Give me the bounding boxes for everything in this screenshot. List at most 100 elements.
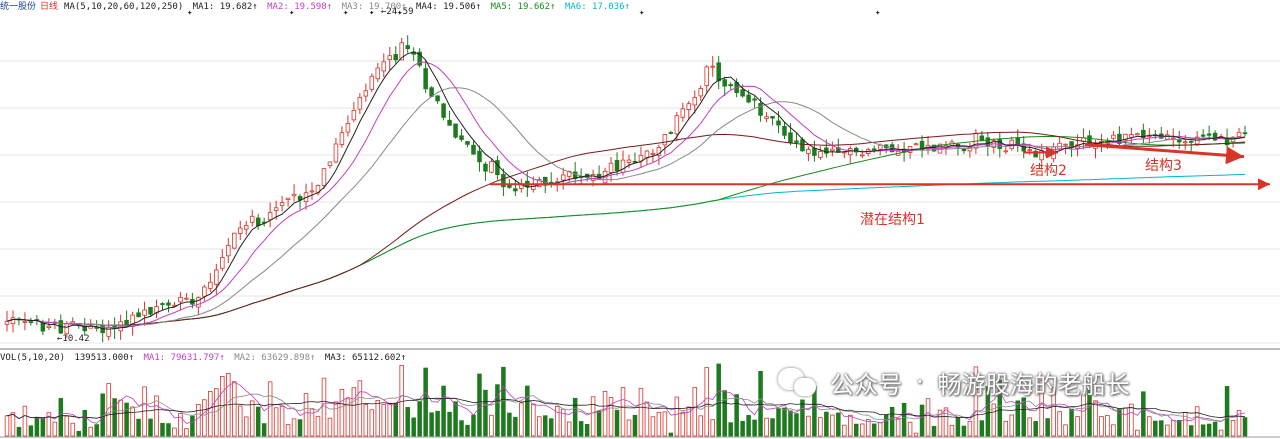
volume-bar (303, 393, 309, 437)
candle (381, 61, 387, 72)
candle (1170, 137, 1176, 140)
volume-bar (435, 410, 440, 437)
watermark-account-name: 畅游股海的老船长 (937, 370, 1130, 399)
volume-bar (883, 414, 889, 437)
volume-bar (1105, 415, 1110, 437)
volume-bar (830, 414, 835, 437)
volume-bar (1099, 416, 1104, 437)
volume-bar (513, 416, 518, 437)
volume-bar (261, 423, 267, 437)
candle (722, 79, 727, 87)
candle (632, 160, 638, 163)
candle (243, 225, 249, 230)
volume-bar (70, 422, 76, 437)
volume-bar (943, 407, 949, 437)
volume-bar (794, 413, 799, 437)
event-marker: ✦ (875, 8, 881, 18)
volume-bar (249, 400, 255, 437)
vol-ma1-value: MA1: 79631.797↑ (143, 353, 225, 363)
candle (513, 188, 518, 192)
volume-bar (453, 401, 458, 437)
candle (776, 120, 781, 126)
volume-bar (1009, 414, 1015, 437)
volume-bar (106, 383, 111, 437)
event-marker: ✦ (289, 8, 295, 18)
volume-bar (1194, 406, 1200, 437)
structure2-label: 结构2 (1030, 163, 1067, 179)
volume-bar (190, 415, 195, 437)
candle (590, 174, 596, 181)
volume-bar (626, 419, 632, 437)
volume-bar (154, 395, 159, 437)
candle (208, 281, 213, 289)
volume-bar (369, 409, 375, 437)
candle (453, 123, 458, 138)
ma1-value: MA1: 19.682↑ (192, 2, 258, 12)
volume-bar (4, 415, 10, 437)
candle (124, 319, 129, 327)
candle (1141, 129, 1146, 139)
candle (692, 97, 698, 106)
volume-bar (554, 405, 560, 437)
candle (1111, 134, 1116, 139)
volume-bar (184, 428, 189, 437)
volume-bar (608, 397, 614, 437)
volume-bar (64, 415, 70, 437)
candle (1117, 133, 1122, 144)
volume-bar (818, 417, 823, 437)
volume-bar (202, 399, 207, 437)
volume-bar (997, 379, 1003, 437)
candle (267, 212, 273, 221)
volume-bar (752, 419, 757, 437)
candle (405, 45, 410, 50)
volume-bar (285, 424, 291, 437)
volume-bar (907, 421, 913, 437)
volume-bar (160, 422, 165, 437)
volume-bar (614, 409, 620, 437)
volume-bar (925, 398, 931, 437)
candle (1135, 133, 1140, 136)
vol-ma5-line (6, 381, 1246, 424)
candle (178, 296, 183, 303)
candle (166, 302, 171, 306)
candle (680, 108, 686, 118)
candle (1188, 140, 1194, 143)
candle (28, 321, 34, 324)
volume-bar (668, 432, 674, 437)
candle (387, 55, 393, 61)
volume-bar (638, 388, 644, 437)
volume-bar (411, 417, 416, 437)
volume-bar (692, 387, 698, 437)
candle (746, 94, 751, 103)
volume-bar (722, 390, 727, 437)
candle (728, 84, 733, 87)
candle (1063, 143, 1068, 146)
candle (22, 320, 28, 323)
watermark: 公众号 · 畅游股海的老船长 (778, 360, 1248, 404)
volume-header: VOL(5,10,20) 139513.000↑ MA1: 79631.797↑… (0, 352, 410, 364)
candle (704, 66, 709, 87)
candle (369, 75, 375, 90)
volume-bar (441, 385, 446, 437)
volume-bar (937, 409, 943, 437)
candle (435, 95, 440, 102)
candle (818, 150, 823, 158)
candle (196, 297, 201, 308)
volume-bar (447, 411, 452, 437)
candle (1147, 135, 1152, 138)
volume-bar (76, 430, 82, 437)
vol-ma10-line (6, 393, 1246, 422)
volume-bar (208, 391, 213, 437)
candle (824, 147, 829, 154)
volume-bar (650, 416, 656, 437)
volume-bar (82, 410, 87, 437)
volume-bar (46, 412, 52, 437)
volume-bar (955, 417, 961, 437)
volume-bar (16, 426, 22, 437)
volume-bar (865, 419, 871, 437)
volume-bar (1045, 418, 1050, 437)
candle (148, 306, 153, 315)
volume-bar (1057, 411, 1062, 437)
vol-ma20-line (6, 397, 1246, 420)
